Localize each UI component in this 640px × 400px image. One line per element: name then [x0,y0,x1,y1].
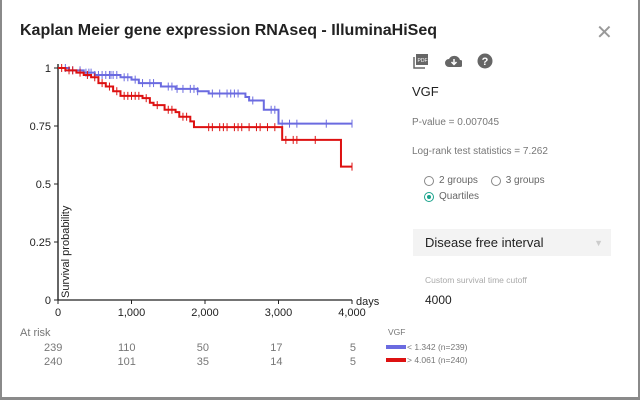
logrank-stat: Log-rank test statistics = 7.262 [412,146,548,157]
legend-item-high: > 4.061 (n=240) [386,355,468,365]
at-risk-count: 101 [117,356,136,368]
pdf-icon[interactable]: PDF [412,52,430,70]
radio-circle [490,175,501,186]
x-tick-label: 3,000 [265,307,293,319]
at-risk-count: 110 [117,342,136,354]
cloud-download-icon[interactable] [444,52,462,70]
legend-item-low: < 1.342 (n=239) [386,342,468,352]
radio-2-groups[interactable]: 2 groups [424,175,478,186]
legend-swatch [386,358,406,362]
at-risk-count: 239 [44,342,63,354]
at-risk-count: 5 [349,356,356,368]
y-tick-label: 0.25 [30,237,51,249]
legend-label: < 1.342 (n=239) [407,342,468,352]
y-axis-label: Survival probability [60,205,72,298]
help-icon[interactable]: ? [476,52,494,70]
at-risk-count: 17 [270,342,283,354]
x-axis-label: days [356,296,380,308]
endpoint-select[interactable]: Disease free interval ▼ [413,229,611,256]
radio-circle [424,191,434,202]
grouping-radios: 2 groups 3 groups Quartiles [424,175,555,207]
radio-circle [424,175,434,186]
at-risk-count: 240 [44,356,63,368]
at-risk-count: 50 [196,342,209,354]
svg-text:PDF: PDF [418,58,428,64]
cutoff-input[interactable]: 4000 [425,293,452,307]
legend-label: > 4.061 (n=240) [407,355,468,365]
dialog-title: Kaplan Meier gene expression RNAseq - Il… [20,22,437,39]
cutoff-label: Custom survival time cutoff [425,275,527,285]
toolbar: PDF ? [412,52,494,70]
legend-title: VGF [388,327,406,337]
at-risk-count: 14 [270,356,283,368]
y-tick-label: 0.5 [36,179,51,191]
radio-label: 2 groups [439,175,478,186]
x-tick-label: 2,000 [191,307,219,319]
radio-3-groups[interactable]: 3 groups [490,175,545,186]
at-risk-count: 5 [349,342,356,354]
chevron-down-icon: ▼ [594,237,603,248]
y-tick-label: 0 [45,295,51,307]
x-tick-label: 0 [55,307,61,319]
at-risk-count: 35 [196,356,209,368]
y-tick-label: 0.75 [30,121,51,133]
close-icon[interactable]: ✕ [596,22,613,44]
radio-quartiles[interactable]: Quartiles [424,191,479,202]
x-tick-label: 4,000 [338,307,366,319]
p-value: P-value = 0.007045 [412,117,500,128]
legend-swatch [386,345,406,349]
svg-text:?: ? [482,56,489,68]
y-tick-label: 1 [45,63,51,75]
x-tick-label: 1,000 [118,307,146,319]
gene-name: VGF [412,84,439,99]
at-risk-label: At risk [20,327,51,339]
radio-label: 3 groups [505,175,545,186]
endpoint-value: Disease free interval [425,235,544,250]
radio-label: Quartiles [439,191,480,202]
